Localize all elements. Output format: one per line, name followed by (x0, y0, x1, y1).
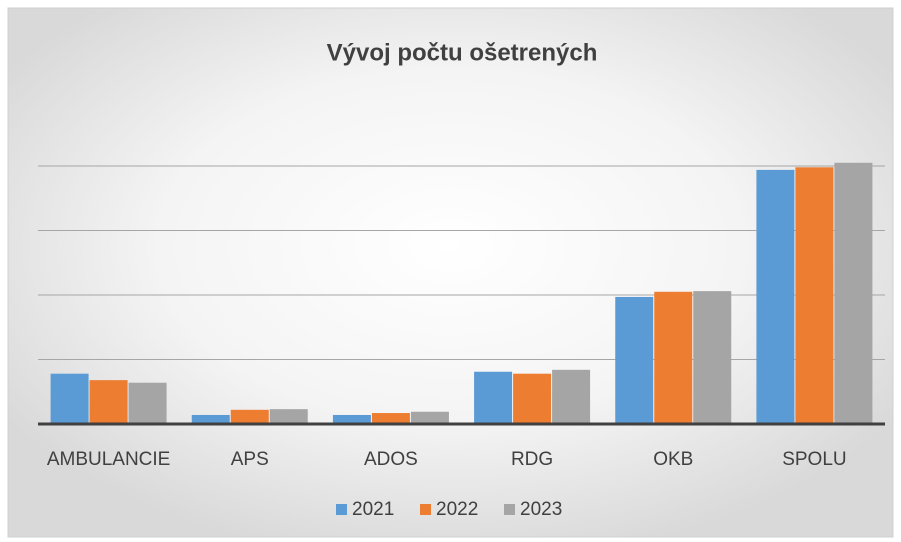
legend-swatch (336, 504, 347, 515)
bar (693, 291, 732, 424)
legend-swatch (420, 504, 431, 515)
bar (513, 373, 552, 424)
bar (332, 414, 371, 424)
bar (615, 296, 654, 424)
x-tick-label: APS (231, 449, 269, 470)
bar (474, 371, 513, 424)
bar (128, 382, 167, 424)
legend-label: 2022 (436, 499, 478, 520)
bar (191, 414, 230, 424)
chart-background (7, 7, 894, 538)
bar (552, 369, 591, 424)
bar (50, 373, 89, 424)
legend-swatch (504, 504, 515, 515)
legend-label: 2021 (352, 499, 394, 520)
bar (834, 162, 873, 424)
bar (654, 291, 693, 424)
bar (756, 169, 795, 424)
bar (230, 409, 269, 424)
x-tick-label: OKB (653, 449, 693, 470)
bar (269, 409, 308, 424)
bar (410, 411, 449, 424)
bar (795, 167, 834, 425)
bar (371, 413, 410, 424)
x-tick-label: SPOLU (782, 449, 846, 470)
chart-title: Vývoj počtu ošetrených (327, 39, 598, 66)
x-tick-label: ADOS (364, 449, 418, 470)
legend-label: 2023 (520, 499, 562, 520)
x-tick-label: RDG (511, 449, 553, 470)
bar (89, 380, 128, 424)
x-tick-label: AMBULANCIE (47, 449, 171, 470)
